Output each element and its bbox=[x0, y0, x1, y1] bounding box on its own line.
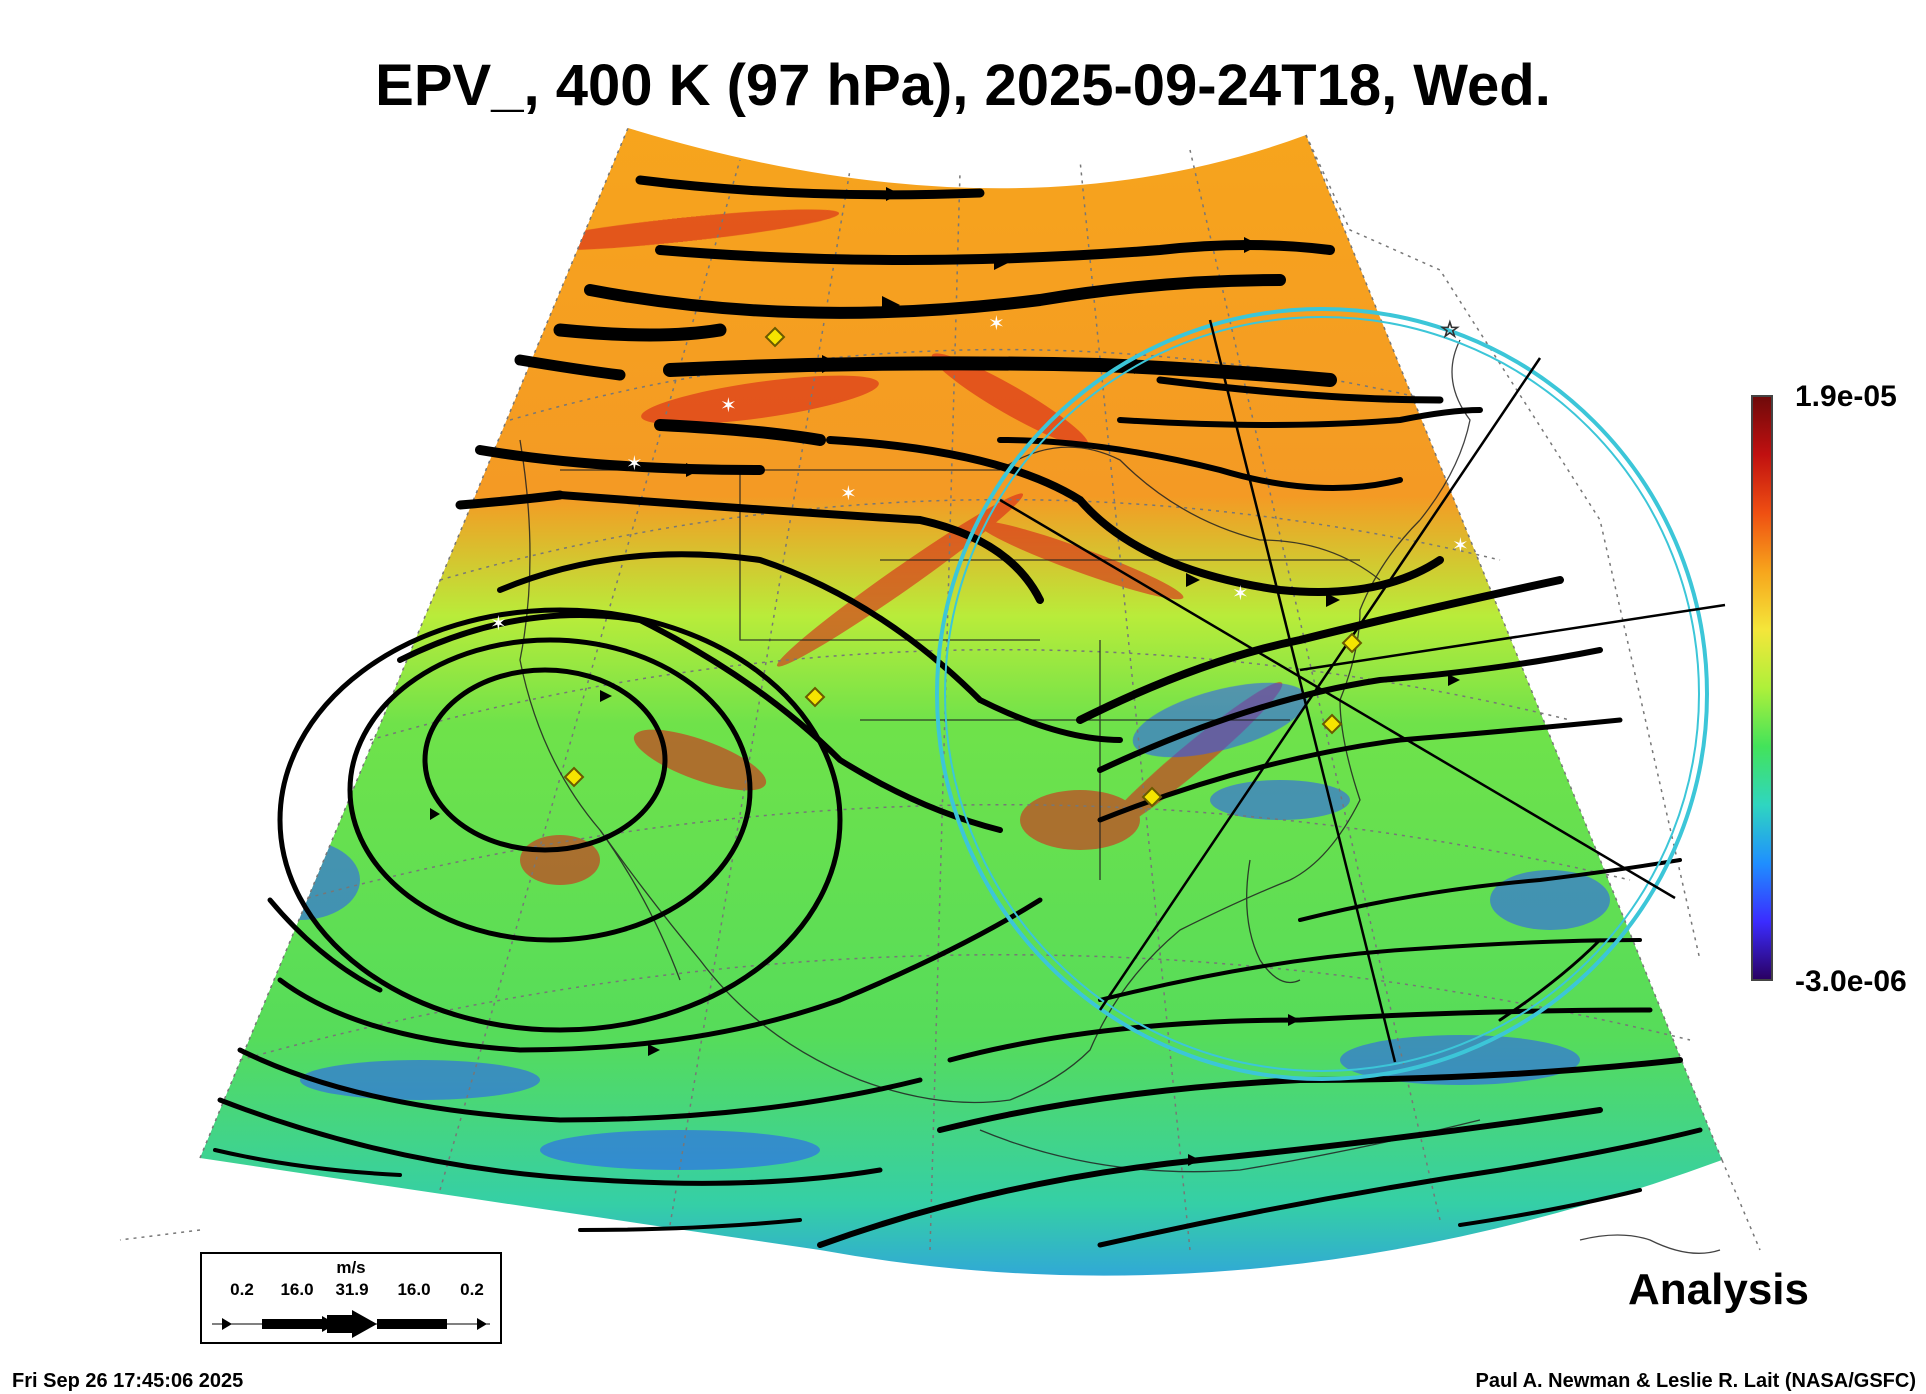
stream-arrows bbox=[430, 187, 1460, 1166]
section-lines bbox=[999, 319, 1726, 1063]
colorbar-max-label: 1.9e-05 bbox=[1795, 380, 1897, 413]
svg-text:✶: ✶ bbox=[840, 481, 857, 505]
credit-line: Paul A. Newman & Leslie R. Lait (NASA/GS… bbox=[1475, 1370, 1916, 1392]
colorbar bbox=[1751, 395, 1773, 981]
legend-label-4: 16.0 bbox=[397, 1280, 431, 1299]
wind-legend: m/s 0.2 16.0 31.9 16.0 0.2 bbox=[200, 1252, 502, 1344]
analysis-stamp: Analysis bbox=[1628, 1265, 1809, 1314]
legend-unit: m/s bbox=[336, 1258, 366, 1277]
svg-text:✶: ✶ bbox=[720, 393, 737, 417]
colorbar-min-label: -3.0e-06 bbox=[1795, 965, 1907, 998]
legend-label-3: 31.9 bbox=[335, 1280, 369, 1299]
svg-text:✶: ✶ bbox=[1232, 581, 1249, 605]
legend-arrows bbox=[212, 1310, 490, 1338]
svg-text:✶: ✶ bbox=[626, 451, 643, 475]
streamlines bbox=[213, 175, 1703, 1248]
svg-text:✶: ✶ bbox=[988, 311, 1005, 335]
coastlines bbox=[519, 339, 1721, 1254]
vortex-ring bbox=[935, 307, 1709, 1081]
legend-label-5: 0.2 bbox=[460, 1280, 484, 1299]
svg-text:✶: ✶ bbox=[1452, 533, 1469, 557]
map-title: EPV_, 400 K (97 hPa), 2025-09-24T18, Wed… bbox=[375, 53, 1551, 118]
legend-label-2: 16.0 bbox=[280, 1280, 314, 1299]
timestamp: Fri Sep 26 17:45:06 2025 bbox=[12, 1370, 244, 1392]
svg-text:✶: ✶ bbox=[490, 611, 507, 635]
station-stars: ✶ ✶ ✶ ✶ ✶ ✶ ✶ bbox=[490, 311, 1469, 635]
legend-label-1: 0.2 bbox=[230, 1280, 254, 1299]
star-outline-icon: ☆ bbox=[1440, 318, 1460, 343]
yellow-markers bbox=[563, 326, 1363, 808]
